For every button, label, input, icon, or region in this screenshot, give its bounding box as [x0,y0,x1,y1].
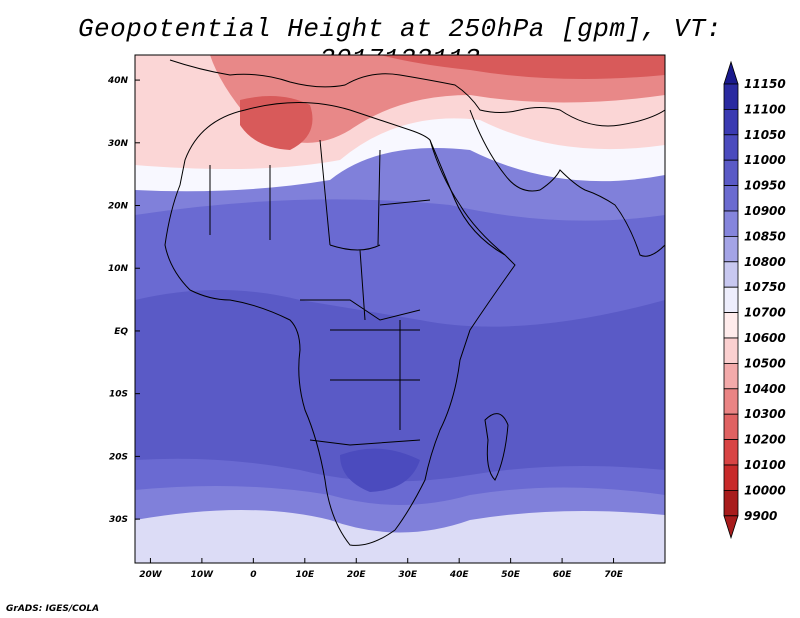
colorbar-label: 10600 [744,331,786,345]
colorbar-label: 9900 [744,509,777,523]
colorbar-label: 10950 [744,179,786,193]
colorbar-label: 11100 [744,102,786,116]
height-field [135,55,665,563]
lon-label: 20E [347,570,367,580]
colorbar-segment [723,261,739,288]
colorbar-segment [723,464,739,491]
lat-label: 30S [109,515,128,525]
colorbar-label: 10900 [744,204,786,218]
lat-label: 20N [108,202,129,212]
colorbar-segment [723,235,739,263]
lon-label: 60E [553,570,573,580]
lat-label: 20S [109,452,128,462]
colorbar-label: 10700 [744,306,786,320]
lon-label: 70E [604,570,624,580]
grads-credit: GrADS: IGES/COLA [6,604,100,614]
africa-coastline [164,102,516,546]
colorbar: 11150 11100 11050 11000 10950 10900 10850 10800… [723,60,786,540]
southern-africa-low [340,448,420,492]
colorbar-label: 10750 [744,280,786,294]
north-africa-red-core [240,96,313,150]
colorbar-segment [723,134,739,161]
lon-label: 50E [501,570,521,580]
lon-label: 40E [449,570,470,580]
colorbar-segment [723,83,739,110]
axis-ticks [135,79,615,563]
lon-label: 10E [295,570,315,580]
colorbar-segment [723,109,739,136]
country-borders [209,139,431,446]
latitude-labels: 40N 30N 20N 10N EQ 10S 20S 30S [107,76,129,525]
madagascar-coastline [484,413,509,481]
colorbar-segment [723,388,739,415]
plot-frame [134,54,666,564]
lat-label: 30N [108,139,129,149]
colorbar-label: 11050 [744,128,786,142]
colorbar-segment [723,286,739,314]
europe-coastline [169,59,665,127]
colorbar-top-arrow [723,60,739,85]
colorbar-label: 10300 [744,407,786,421]
lat-label: 10S [109,390,128,400]
colorbar-label: 10400 [744,382,786,396]
colorbar-bottom-arrow [723,515,739,540]
arabia-india-coastline [469,109,665,257]
colorbar-segment [723,439,739,466]
colorbar-label: 10800 [744,255,786,269]
lon-label: 20W [139,570,163,580]
longitude-labels: 20W 10W 0 10E 20E 30E 40E 50E 60E 70E [139,570,624,580]
colorbar-label: 11150 [744,77,786,91]
colorbar-segment [723,337,739,364]
colorbar-label: 10200 [744,433,786,447]
colorbar-label: 10100 [744,458,786,472]
red-sea-coast [429,139,506,256]
lon-label: 30E [398,570,418,580]
colorbar-segment [723,489,739,517]
colorbar-segment [723,159,739,186]
lat-label: 40N [107,76,129,86]
colorbar-label: 10000 [744,483,786,497]
north-deep-red-band [380,55,665,79]
colorbar-segment [723,312,739,339]
colorbar-segment [723,185,739,212]
colorbar-segment [723,362,739,390]
lon-label: 10W [191,570,215,580]
lat-label: EQ [114,327,128,337]
colorbar-label: 10850 [744,229,786,243]
lat-label: 10N [108,264,129,274]
colorbar-label: 10500 [744,356,786,370]
colorbar-segment [723,413,739,441]
coastlines-and-borders [164,59,665,546]
colorbar-label: 11000 [744,153,786,167]
colorbar-segment [723,210,739,237]
lon-label: 0 [250,570,256,580]
